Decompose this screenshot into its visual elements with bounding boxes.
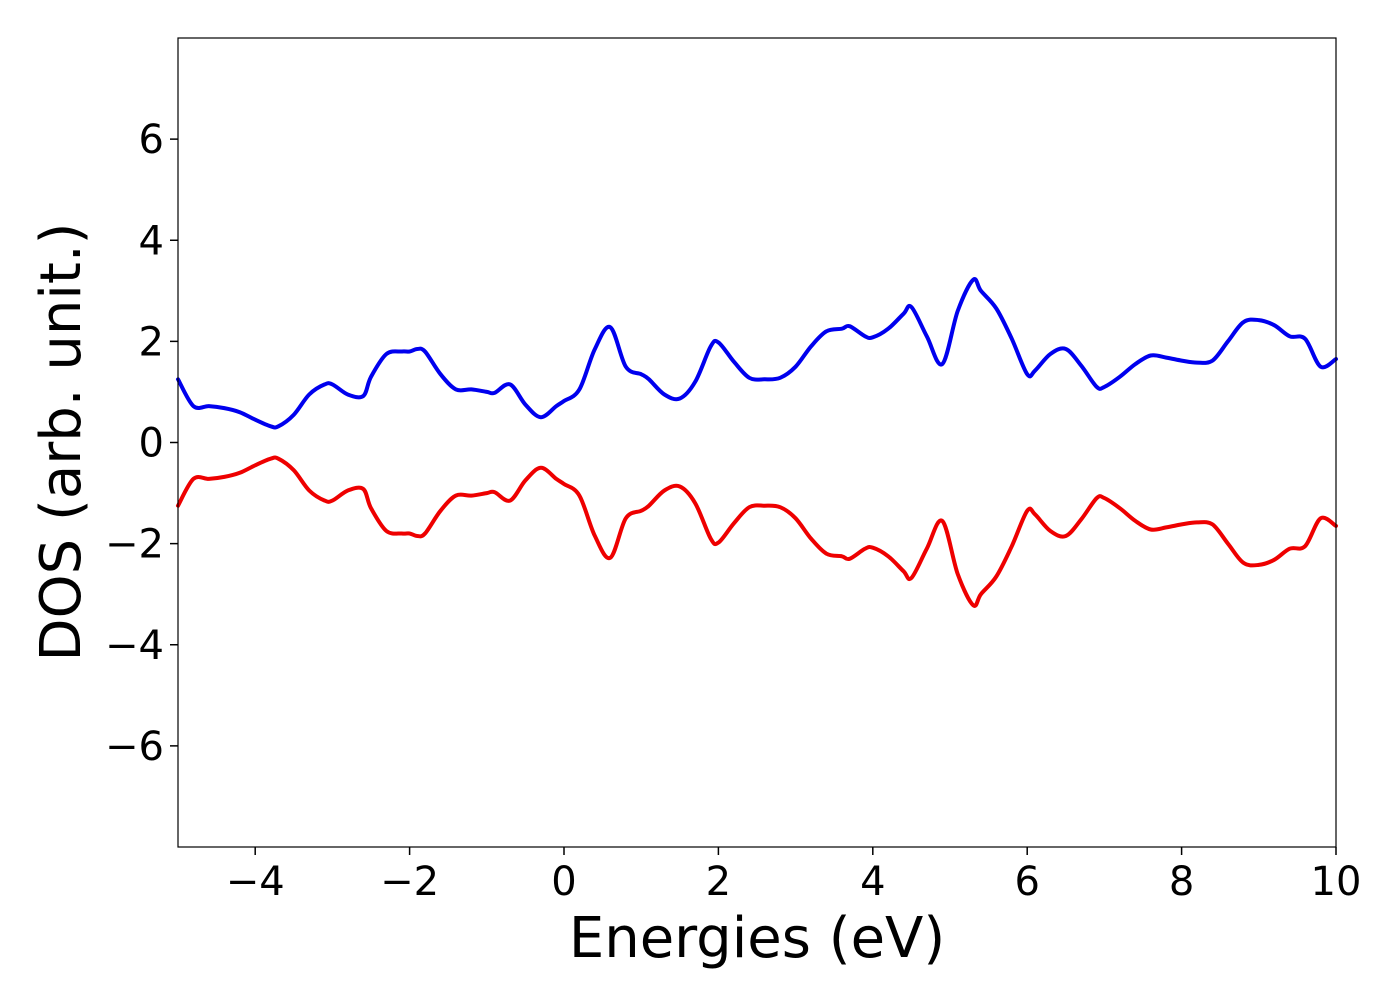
series-layer [176, 277, 1338, 608]
y-tick-label: 6 [139, 117, 164, 163]
x-tick-label: −2 [380, 859, 439, 905]
y-tick-label: −4 [105, 623, 164, 669]
x-tick-label: 6 [1014, 859, 1039, 905]
y-axis-ticks: −6 −4 −2 0 2 4 6 [105, 117, 178, 770]
y-tick-label: 4 [139, 218, 164, 264]
series-line-spin-down [176, 455, 1338, 608]
x-axis-label: Energies (eV) [569, 906, 945, 971]
series-line-spin-up [176, 277, 1338, 430]
x-tick-label: 10 [1311, 859, 1362, 905]
x-tick-label: 8 [1169, 859, 1194, 905]
y-tick-label: −6 [105, 724, 164, 770]
y-axis-label: DOS (arb. unit.) [29, 222, 94, 661]
x-tick-label: 4 [860, 859, 885, 905]
x-tick-label: 0 [551, 859, 576, 905]
plot-frame [177, 37, 1337, 848]
x-tick-label: 2 [706, 859, 731, 905]
y-tick-label: −2 [105, 522, 164, 568]
x-axis-ticks: −4 −2 0 2 4 6 8 10 [226, 847, 1362, 905]
x-tick-label: −4 [226, 859, 285, 905]
y-tick-label: 2 [139, 319, 164, 365]
y-tick-label: 0 [139, 421, 164, 467]
